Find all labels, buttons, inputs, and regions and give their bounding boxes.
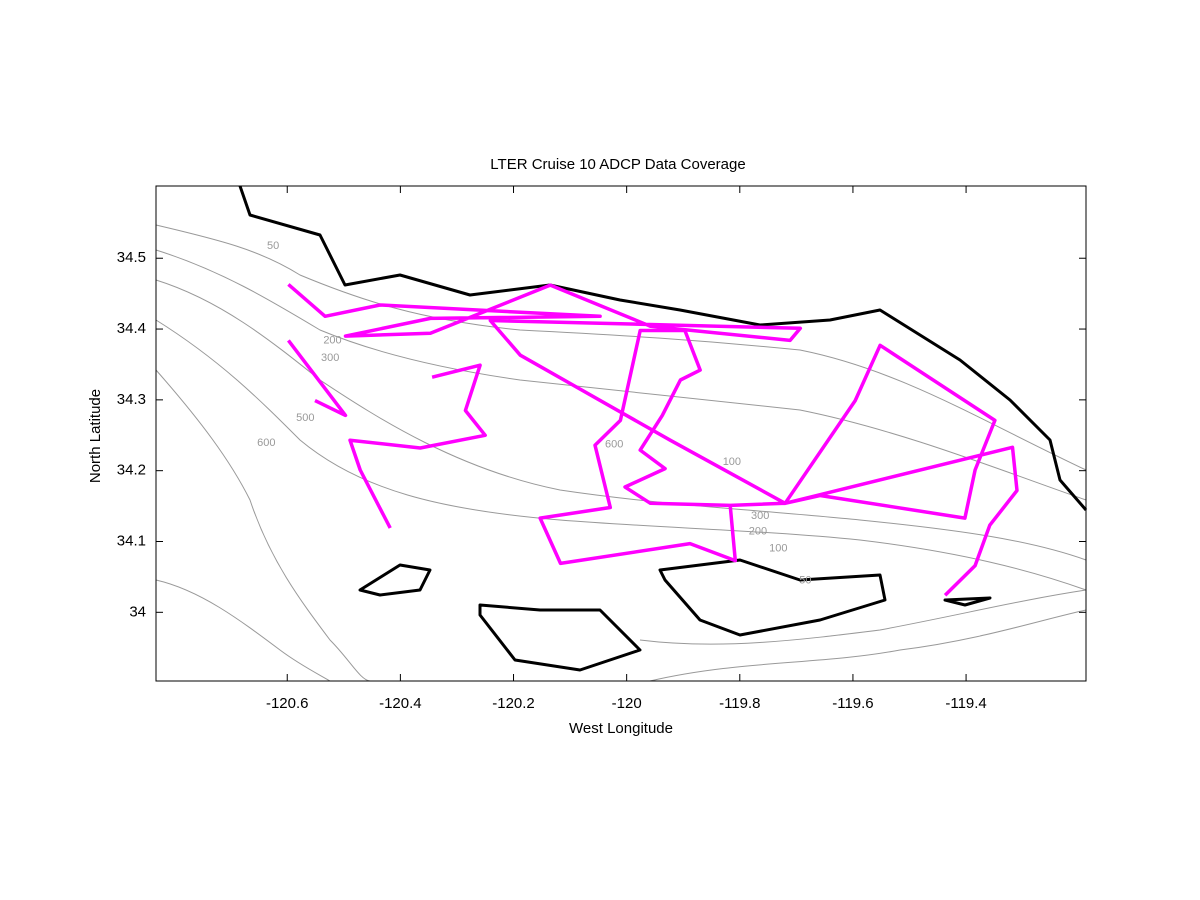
x-tick-label: -120.4 bbox=[379, 695, 422, 712]
contour-label: 300 bbox=[751, 510, 769, 522]
y-tick-label: 34.3 bbox=[117, 391, 146, 408]
contour-label: 200 bbox=[749, 525, 767, 537]
y-tick-label: 34.2 bbox=[117, 462, 146, 479]
contour-label: 300 bbox=[321, 352, 339, 364]
chart-title: LTER Cruise 10 ADCP Data Coverage bbox=[490, 156, 745, 173]
y-tick-label: 34 bbox=[129, 603, 146, 620]
x-tick-label: -120 bbox=[612, 695, 642, 712]
contour-label: 100 bbox=[723, 456, 741, 468]
contour-label: 50 bbox=[267, 240, 279, 252]
x-tick-label: -120.6 bbox=[266, 695, 309, 712]
y-tick-label: 34.1 bbox=[117, 532, 146, 549]
x-tick-label: -119.6 bbox=[832, 695, 873, 712]
contour-label: 500 bbox=[296, 412, 314, 424]
plot-frame bbox=[155, 185, 1087, 682]
contour-label: 600 bbox=[605, 438, 623, 450]
contour-label: 100 bbox=[769, 542, 787, 554]
x-tick-label: -119.8 bbox=[719, 695, 760, 712]
y-axis-label: North Latitude bbox=[87, 389, 104, 483]
x-axis-label: West Longitude bbox=[569, 720, 673, 737]
x-tick-label: -119.4 bbox=[945, 695, 986, 712]
contour-label: 200 bbox=[323, 334, 341, 346]
coastlines bbox=[238, 185, 1088, 672]
y-tick-label: 34.4 bbox=[117, 320, 146, 337]
contour-label: 50 bbox=[799, 574, 811, 586]
contours bbox=[155, 224, 1087, 682]
cruise-track bbox=[287, 283, 1019, 597]
x-tick-label: -120.2 bbox=[492, 695, 535, 712]
contour-label: 600 bbox=[257, 437, 275, 449]
y-tick-label: 34.5 bbox=[117, 249, 146, 266]
